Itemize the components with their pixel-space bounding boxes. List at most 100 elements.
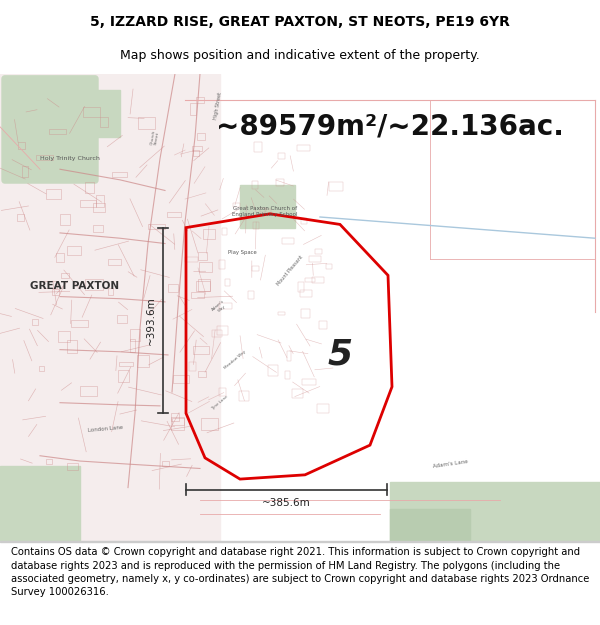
Bar — [260, 208, 266, 212]
Bar — [173, 375, 189, 383]
Text: Great Paxton Church of
England Primary School: Great Paxton Church of England Primary S… — [232, 206, 298, 217]
Bar — [251, 266, 259, 271]
Bar — [38, 366, 44, 371]
Bar — [100, 117, 108, 127]
Bar — [298, 282, 304, 292]
Bar — [169, 284, 178, 292]
Bar — [56, 253, 64, 262]
Bar — [130, 329, 140, 341]
Bar — [283, 238, 294, 244]
Bar — [148, 224, 165, 229]
Bar — [67, 246, 81, 255]
Bar — [220, 303, 232, 309]
Bar — [85, 182, 94, 193]
Text: 5, IZZARD RISE, GREAT PAXTON, ST NEOTS, PE19 6YR: 5, IZZARD RISE, GREAT PAXTON, ST NEOTS, … — [90, 15, 510, 29]
Bar — [90, 89, 120, 138]
Text: High Street: High Street — [213, 91, 223, 120]
Bar — [138, 118, 155, 129]
Bar — [52, 289, 59, 294]
Bar — [311, 278, 325, 283]
Bar — [17, 214, 24, 221]
Bar — [308, 256, 322, 262]
Bar — [276, 179, 284, 186]
Text: Tyne Lane: Tyne Lane — [211, 394, 229, 411]
Bar — [223, 228, 227, 235]
Bar — [305, 278, 315, 282]
Bar — [390, 482, 600, 541]
Bar — [193, 146, 202, 151]
Bar — [80, 386, 97, 396]
Text: London Lane: London Lane — [87, 425, 123, 433]
Text: ~89579m²/~22.136ac.: ~89579m²/~22.136ac. — [216, 112, 564, 141]
Bar — [118, 315, 127, 323]
Bar — [193, 346, 209, 354]
Bar — [58, 331, 70, 342]
Bar — [172, 418, 184, 426]
Bar — [32, 319, 38, 325]
Bar — [197, 133, 205, 139]
Bar — [71, 319, 88, 328]
Bar — [319, 321, 326, 329]
Bar — [212, 330, 222, 338]
Bar — [83, 107, 100, 116]
Bar — [49, 129, 66, 134]
Bar — [301, 217, 307, 224]
Bar — [287, 351, 292, 361]
Bar — [130, 339, 136, 352]
Bar — [219, 259, 224, 269]
Bar — [240, 185, 295, 228]
Bar — [112, 172, 127, 177]
Bar — [46, 459, 52, 464]
Bar — [85, 279, 103, 291]
Bar — [329, 182, 343, 191]
Text: Mount Pleasant: Mount Pleasant — [276, 254, 304, 286]
Bar — [190, 103, 196, 115]
Bar — [251, 181, 257, 189]
Bar — [326, 264, 332, 269]
Text: Map shows position and indicative extent of the property.: Map shows position and indicative extent… — [120, 49, 480, 62]
Bar — [60, 214, 70, 225]
Bar — [265, 209, 271, 216]
Bar — [300, 290, 312, 297]
Bar — [80, 200, 96, 207]
Bar — [118, 370, 128, 382]
Bar — [196, 98, 204, 103]
Bar — [278, 152, 285, 159]
Bar — [167, 212, 181, 217]
Bar — [108, 288, 113, 294]
Bar — [202, 419, 218, 430]
Bar — [18, 141, 25, 149]
Bar — [94, 226, 103, 232]
Bar — [203, 229, 215, 239]
Bar — [198, 279, 209, 291]
Text: 5: 5 — [328, 338, 353, 372]
Bar — [239, 391, 249, 401]
Text: Contains OS data © Crown copyright and database right 2021. This information is : Contains OS data © Crown copyright and d… — [11, 548, 589, 597]
Bar — [191, 292, 203, 298]
Bar — [301, 309, 310, 318]
Bar — [199, 371, 206, 376]
Bar — [254, 142, 262, 152]
Bar — [285, 371, 290, 379]
Text: Adam's
Way: Adam's Way — [211, 299, 229, 316]
Text: Adam's Lane: Adam's Lane — [432, 459, 468, 469]
Text: ~393.6m: ~393.6m — [146, 296, 156, 345]
Bar — [217, 326, 228, 335]
Bar — [36, 154, 53, 160]
Bar — [248, 291, 254, 299]
Bar — [0, 466, 80, 541]
Bar — [296, 145, 310, 151]
Bar — [67, 340, 77, 352]
Bar — [46, 189, 61, 199]
Bar — [137, 355, 149, 367]
Bar — [95, 195, 104, 207]
Bar — [233, 202, 239, 207]
Bar — [292, 389, 303, 398]
Bar — [93, 203, 105, 211]
Text: ~385.6m: ~385.6m — [262, 498, 311, 508]
Bar — [197, 252, 208, 260]
Bar — [219, 388, 226, 396]
Text: Church
Street: Church Street — [149, 129, 161, 146]
Bar — [199, 262, 212, 272]
Bar — [171, 417, 184, 429]
